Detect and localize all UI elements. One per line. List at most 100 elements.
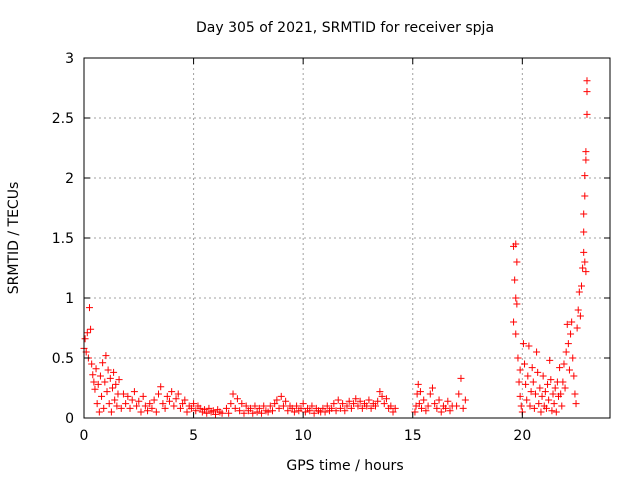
data-point [552,408,560,416]
data-point [533,348,541,356]
data-point [306,407,314,415]
data-point [523,396,531,404]
data-point [564,340,572,348]
data-point [293,402,301,410]
data-point [582,156,590,164]
data-point [339,400,347,408]
data-point [110,368,118,376]
data-point [205,404,213,412]
data-point [414,380,422,388]
data-point [513,258,521,266]
data-point [341,407,349,415]
data-point [442,404,450,412]
x-tick-label: 10 [294,428,312,444]
x-axis-label: GPS time / hours [286,458,403,474]
data-point [358,404,366,412]
data-point [108,384,116,392]
data-point [192,407,200,415]
data-point [378,392,386,400]
data-point [117,404,125,412]
data-point [122,400,130,408]
data-point [522,380,530,388]
data-point [100,404,108,412]
data-point [225,409,233,417]
data-point [521,360,529,368]
data-point [266,402,274,410]
data-point [428,384,436,392]
data-point [165,397,173,405]
data-point [98,392,106,400]
data-point [583,88,591,96]
data-point [323,402,331,410]
data-point [542,404,550,412]
data-point [88,360,96,368]
data-point [99,359,107,367]
x-tick-label: 15 [404,428,422,444]
data-point [574,306,582,314]
data-point [363,402,371,410]
data-point [103,388,111,396]
data-point [111,396,119,404]
data-point [431,400,439,408]
data-point [424,402,432,410]
data-point [583,110,591,118]
data-point [310,409,318,417]
data-point [418,404,426,412]
data-point [343,402,351,410]
data-point [273,396,281,404]
data-point [107,408,115,416]
data-point [247,404,255,412]
data-point [126,404,134,412]
data-point [550,400,558,408]
data-point [288,404,296,412]
data-point [433,404,441,412]
data-point [93,400,101,408]
data-point [308,402,316,410]
data-point [290,408,298,416]
data-point [435,396,443,404]
data-point [510,318,518,326]
data-point [578,282,586,290]
data-point [150,396,158,404]
data-point [284,407,292,415]
data-point [582,268,590,276]
data-point [135,397,143,405]
data-point [512,240,520,248]
data-point [231,404,239,412]
data-point [367,404,375,412]
data-point [332,407,340,415]
data-point [174,390,182,398]
data-point [277,392,285,400]
data-point [106,374,114,382]
data-point [516,392,524,400]
data-point [382,395,390,403]
data-point [229,390,237,398]
data-point [172,395,180,403]
data-point [563,320,571,328]
data-point [371,402,379,410]
data-point [260,402,268,410]
data-point [374,397,382,405]
data-point [538,392,546,400]
data-point [457,374,465,382]
data-point [575,288,583,296]
data-point [187,404,195,412]
data-point [104,366,112,374]
data-point [90,378,98,386]
data-point [163,392,171,400]
data-point [535,400,543,408]
data-point [581,258,589,266]
data-points [80,77,591,418]
data-point [297,404,305,412]
data-point [85,304,93,312]
data-point [459,404,467,412]
data-point [539,372,547,380]
data-point [133,402,141,410]
data-point [529,378,537,386]
data-point [568,318,576,326]
grid [84,58,610,418]
y-axis-label: SRMTID / TECUs [6,182,22,295]
data-point [565,366,573,374]
data-point [282,397,290,405]
